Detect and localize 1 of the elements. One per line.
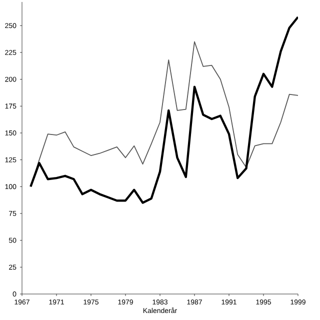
line-series xyxy=(30,16,298,204)
